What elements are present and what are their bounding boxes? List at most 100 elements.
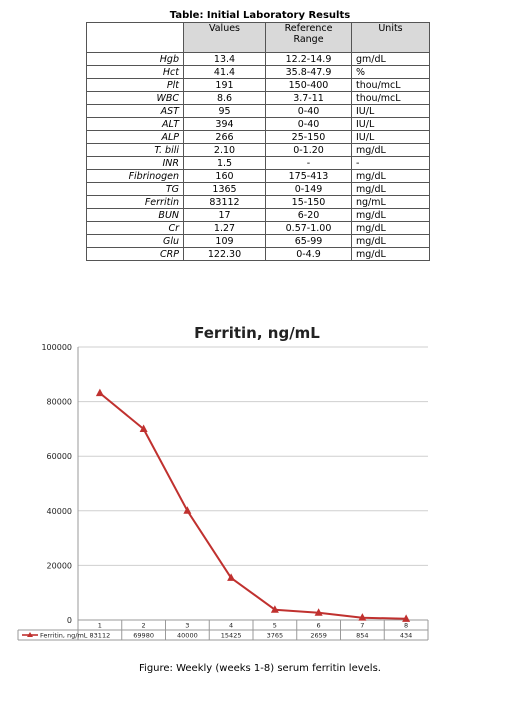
data-table-value: 434	[400, 632, 412, 640]
row-name: WBC	[86, 91, 184, 105]
table-row: Fibrinogen 160 175-413 mg/dL	[86, 169, 430, 183]
x-tick-label: 8	[404, 622, 408, 630]
ferritin-chart: Ferritin, ng/mL 0 20000 40000 60000 80000 1000…	[0, 318, 520, 648]
row-value: 41.4	[183, 65, 266, 79]
row-value: 1365	[183, 182, 266, 196]
row-value: 1.5	[183, 156, 266, 170]
row-value: 13.4	[183, 52, 266, 66]
row-unit: IU/L	[351, 130, 430, 144]
data-point-marker	[139, 424, 148, 432]
row-name: Hct	[86, 65, 184, 79]
table-row: WBC 8.6 3.7-11 thou/mcL	[86, 91, 430, 105]
table-row: AST 95 0-40 IU/L	[86, 104, 430, 118]
row-value: 394	[183, 117, 266, 131]
header-values: Values	[183, 22, 266, 53]
row-unit: mg/dL	[351, 169, 430, 183]
x-tick-label: 2	[142, 622, 146, 630]
row-reference-range: 3.7-11	[265, 91, 352, 105]
data-table-value: 3765	[267, 632, 284, 640]
row-value: 17	[183, 208, 266, 222]
row-unit: mg/dL	[351, 143, 430, 157]
row-value: 266	[183, 130, 266, 144]
x-tick-label: 4	[229, 622, 233, 630]
row-name: Plt	[86, 78, 184, 92]
row-name: Fibrinogen	[86, 169, 184, 183]
row-reference-range: 0-4.9	[265, 247, 352, 261]
row-value: 122.30	[183, 247, 266, 261]
y-tick-label: 80000	[47, 398, 72, 407]
row-name: Glu	[86, 234, 184, 248]
row-unit: mg/dL	[351, 247, 430, 261]
header-reference-range: Reference Range	[265, 22, 352, 53]
row-name: ALT	[86, 117, 184, 131]
y-tick-label: 0	[67, 616, 72, 625]
data-table-value: 40000	[177, 632, 198, 640]
table-row: Cr 1.27 0.57-1.00 mg/dL	[86, 221, 430, 235]
row-name: Hgb	[86, 52, 184, 66]
row-reference-range: 12.2-14.9	[265, 52, 352, 66]
row-value: 83112	[183, 195, 266, 209]
row-unit: gm/dL	[351, 52, 430, 66]
table-header-row: Values Reference Range Units	[86, 22, 430, 53]
row-reference-range: 0-149	[265, 182, 352, 196]
x-tick-label: 5	[273, 622, 277, 630]
y-tick-label: 20000	[47, 561, 72, 570]
y-tick-label: 60000	[47, 452, 72, 461]
data-table-value: 15425	[221, 632, 242, 640]
row-reference-range: 150-400	[265, 78, 352, 92]
series-line	[99, 392, 407, 620]
row-name: CRP	[86, 247, 184, 261]
table-row: Hct 41.4 35.8-47.9%	[86, 65, 430, 79]
data-point-marker	[183, 506, 192, 514]
table-title: Table: Initial Laboratory Results	[169, 10, 351, 21]
row-reference-range: 175-413	[265, 169, 352, 183]
row-name: Cr	[86, 221, 184, 235]
y-tick-label: 100000	[41, 343, 72, 352]
data-point-marker	[95, 388, 104, 397]
row-unit: thou/mcL	[351, 78, 430, 92]
table-row: ALT 394 0-40 IU/L	[86, 117, 430, 131]
chart-title: Ferritin, ng/mL	[194, 324, 320, 342]
data-point-marker	[314, 608, 323, 616]
row-reference-range: 0-1.20	[265, 143, 352, 157]
row-unit: IU/L	[351, 104, 430, 118]
row-reference-range: -	[265, 156, 352, 170]
header-units: Units	[351, 22, 430, 53]
row-value: 95	[183, 104, 266, 118]
row-unit: %	[351, 65, 430, 79]
row-unit: mg/dL	[351, 182, 430, 196]
row-name: Ferritin	[86, 195, 184, 209]
row-reference-range: 0-40	[265, 117, 352, 131]
table-row: T. bili 2.10 0-1.20 mg/dL	[86, 143, 430, 157]
x-tick-label: 3	[185, 622, 189, 630]
row-unit: -	[351, 156, 430, 170]
data-table-value: 83112	[90, 632, 111, 640]
lab-results-table: Values Reference Range Units Hgb 13.4 12.2…	[86, 22, 430, 261]
header-blank	[86, 22, 184, 53]
row-reference-range: 0-40	[265, 104, 352, 118]
x-tick-label: 6	[317, 622, 321, 630]
row-unit: mg/dL	[351, 221, 430, 235]
table-row: Plt 191 150-400 thou/mcL	[86, 78, 430, 92]
table-row: ALP 266 25-150 IU/L	[86, 130, 430, 144]
table-row: Ferritin 83112 15-150 ng/mL	[86, 195, 430, 209]
row-value: 8.6	[183, 91, 266, 105]
x-tick-label: 7	[360, 622, 364, 630]
row-value: 160	[183, 169, 266, 183]
row-reference-range: 35.8-47.9	[265, 65, 352, 79]
table-row: Glu 109 65-99 mg/dL	[86, 234, 430, 248]
table-row: CRP 122.30 0-4.9 mg/dL	[86, 247, 430, 261]
ferritin-chart-svg: Ferritin, ng/mL 0 20000 40000 60000 80000 1000…	[17, 324, 429, 641]
data-point-marker	[227, 573, 236, 581]
table-row: BUN 17 6-20 mg/dL	[86, 208, 430, 222]
data-table-value: 69980	[133, 632, 154, 640]
legend-label: Ferritin, ng/mL	[40, 632, 88, 640]
row-name: AST	[86, 104, 184, 118]
x-tick-label: 1	[98, 622, 102, 630]
row-reference-range: 25-150	[265, 130, 352, 144]
row-value: 191	[183, 78, 266, 92]
row-unit: IU/L	[351, 117, 430, 131]
row-name: INR	[86, 156, 184, 170]
table-row: TG 1365 0-149 mg/dL	[86, 182, 430, 196]
table-row: Hgb 13.4 12.2-14.9 gm/dL	[86, 52, 430, 66]
